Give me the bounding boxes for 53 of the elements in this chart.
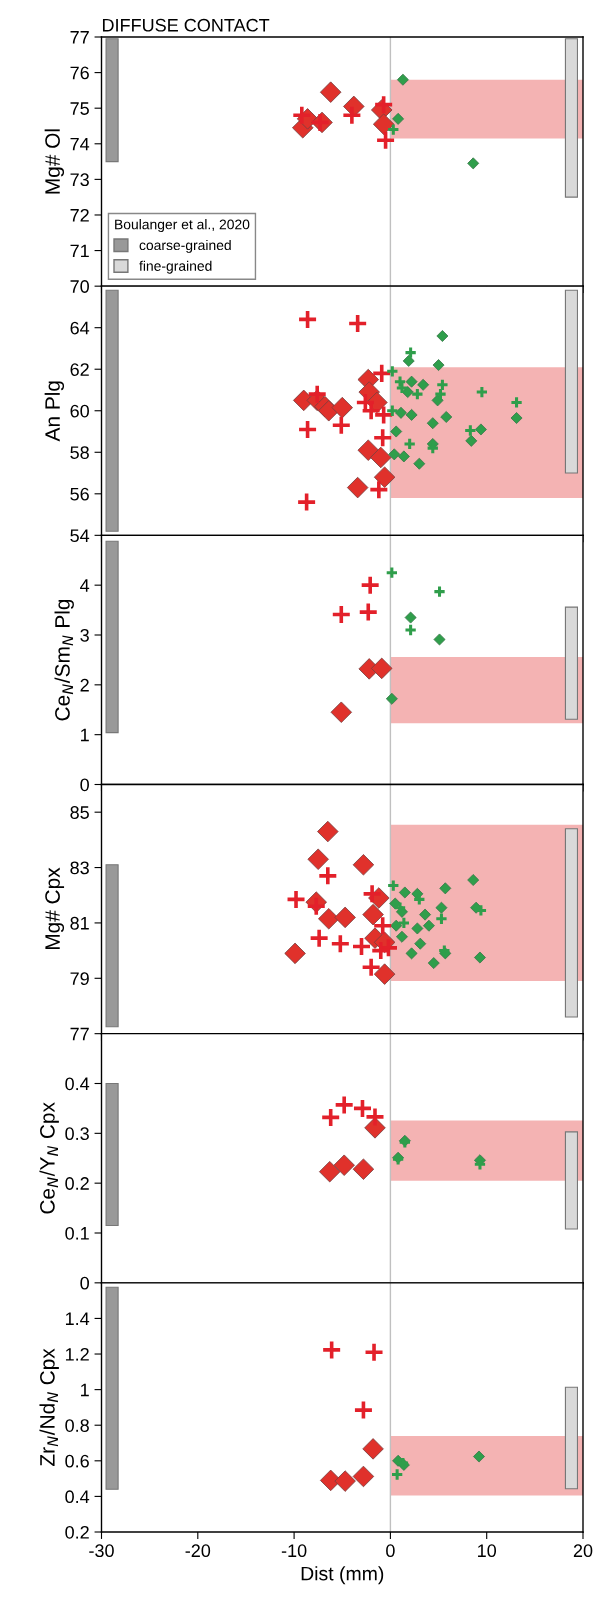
y-tick-label: 4 [80,579,90,592]
y-tick-label: 73 [70,173,89,187]
y-tick-label: 83 [70,861,89,875]
y-axis-title: An Plg [44,381,65,442]
y-tick-label: 2 [80,678,89,692]
legend-label: coarse-grained [139,239,231,253]
y-tick-label: 0.4 [65,1077,90,1091]
x-tick-label: 0 [386,1544,395,1558]
y-axis-title: Mg# Ol [44,129,65,194]
y-tick-label: 1.4 [65,1312,90,1325]
y-tick-label: 0.2 [65,1177,89,1190]
y-tick-label: 0.8 [65,1419,89,1432]
y-tick-label: 72 [70,208,89,222]
y-tick-label: 79 [70,972,89,986]
x-tick-label: -30 [89,1544,114,1558]
y-tick-label: 77 [70,1027,89,1041]
x-tick-label: 20 [573,1544,593,1558]
y-tick-label: 54 [70,529,90,543]
y-axis-title: Zr$_{N}$/Nd$_{N}$ Cpx [39,1348,59,1466]
y-tick-label: 85 [70,806,89,819]
y-tick-label: 1.2 [65,1347,89,1361]
y-tick-label: 0 [80,1276,89,1290]
chart-title: DIFFUSE CONTACT [102,18,270,32]
y-tick-label: 74 [70,137,90,151]
x-axis-title: Dist (mm) [301,1566,384,1585]
y-tick-label: 62 [70,363,89,376]
y-tick-label: 0.3 [65,1127,89,1141]
y-tick-label: 77 [70,31,89,44]
y-axis-title: Ce$_{N}$/Y$_{N}$ Cpx [39,1102,59,1214]
y-tick-label: 60 [70,404,89,418]
x-tick-label: -10 [281,1544,307,1558]
y-tick-label: 0 [80,778,89,792]
y-tick-label: 70 [70,280,89,293]
y-tick-label: 76 [70,66,89,80]
y-tick-label: 75 [70,102,89,115]
y-tick-label: 3 [80,628,89,642]
y-tick-label: 58 [70,446,89,459]
y-tick-label: 64 [70,321,90,335]
legend-label: fine-grained [139,260,212,274]
y-tick-label: 0.6 [65,1454,89,1468]
y-tick-label: 0.1 [65,1226,89,1240]
x-tick-label: -20 [185,1544,211,1558]
y-axis-title: Ce$_{N}$/Sm$_{N}$ Plg [54,599,74,721]
y-tick-label: 71 [70,244,89,258]
y-tick-label: 1 [81,728,89,742]
y-tick-label: 0.2 [65,1525,89,1539]
y-tick-label: 81 [70,916,89,930]
y-tick-label: 56 [70,487,89,501]
y-axis-title: Mg# Cpx [45,867,65,950]
y-tick-label: 0.4 [65,1490,90,1504]
legend-title: Boulanger et al., 2020 [115,219,250,233]
x-tick-label: 10 [478,1544,497,1558]
y-tick-label: 1 [81,1383,89,1397]
